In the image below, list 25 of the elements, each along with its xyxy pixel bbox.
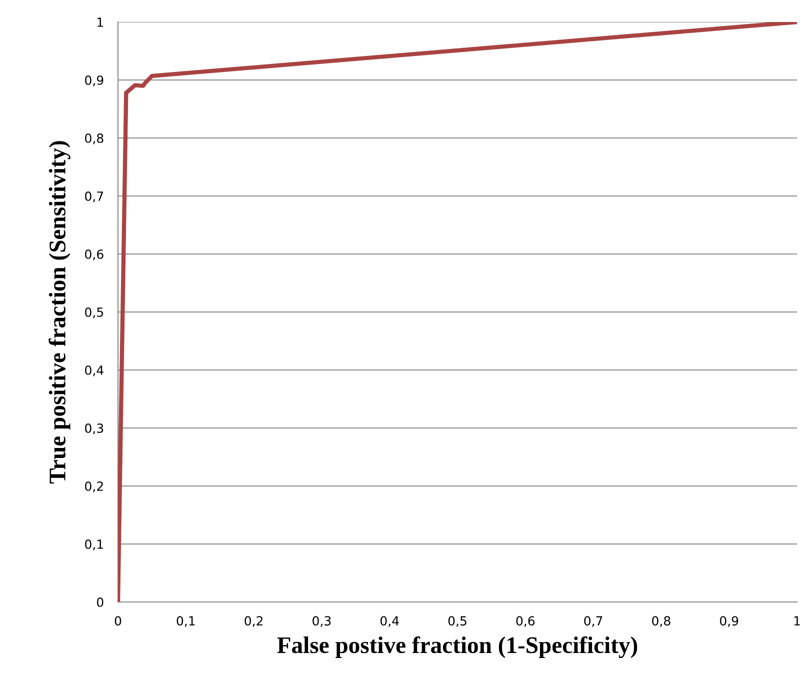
y-tick-label: 0,2 — [85, 481, 103, 492]
x-tick-label: 1 — [794, 616, 800, 626]
y-tick-label: 0,7 — [85, 191, 104, 202]
y-tick-label: 0,3 — [85, 423, 104, 434]
x-axis-title: False postive fraction (1-Specificity) — [277, 636, 638, 658]
x-tick-label: 0,7 — [584, 616, 602, 627]
y-tick-label: 0,5 — [85, 307, 104, 318]
x-tick-label: 0,9 — [720, 616, 738, 627]
x-tick-label: 0,4 — [380, 616, 399, 627]
y-axis-title: True positive fraction (Sensitivity) — [48, 141, 70, 484]
y-tick-label: 1 — [98, 18, 103, 27]
y-tick-label: 0,4 — [85, 365, 104, 376]
x-tick-label: 0,3 — [312, 616, 331, 627]
y-tick-label: 0,9 — [85, 75, 104, 86]
x-tick-label: 0,2 — [244, 616, 262, 627]
x-tick-label: 0,5 — [448, 616, 466, 627]
y-tick-label: 0,1 — [85, 539, 103, 550]
x-tick-label: 0,6 — [516, 616, 535, 627]
x-tick-label: 0,8 — [652, 616, 670, 627]
x-tick-label: 0 — [114, 616, 122, 626]
line-series — [118, 22, 797, 602]
y-tick-label: 0,6 — [85, 249, 104, 260]
y-tick-label: 0,8 — [85, 133, 104, 144]
y-tick-label: 0 — [96, 597, 104, 607]
x-tick-label: 0,1 — [176, 616, 195, 627]
